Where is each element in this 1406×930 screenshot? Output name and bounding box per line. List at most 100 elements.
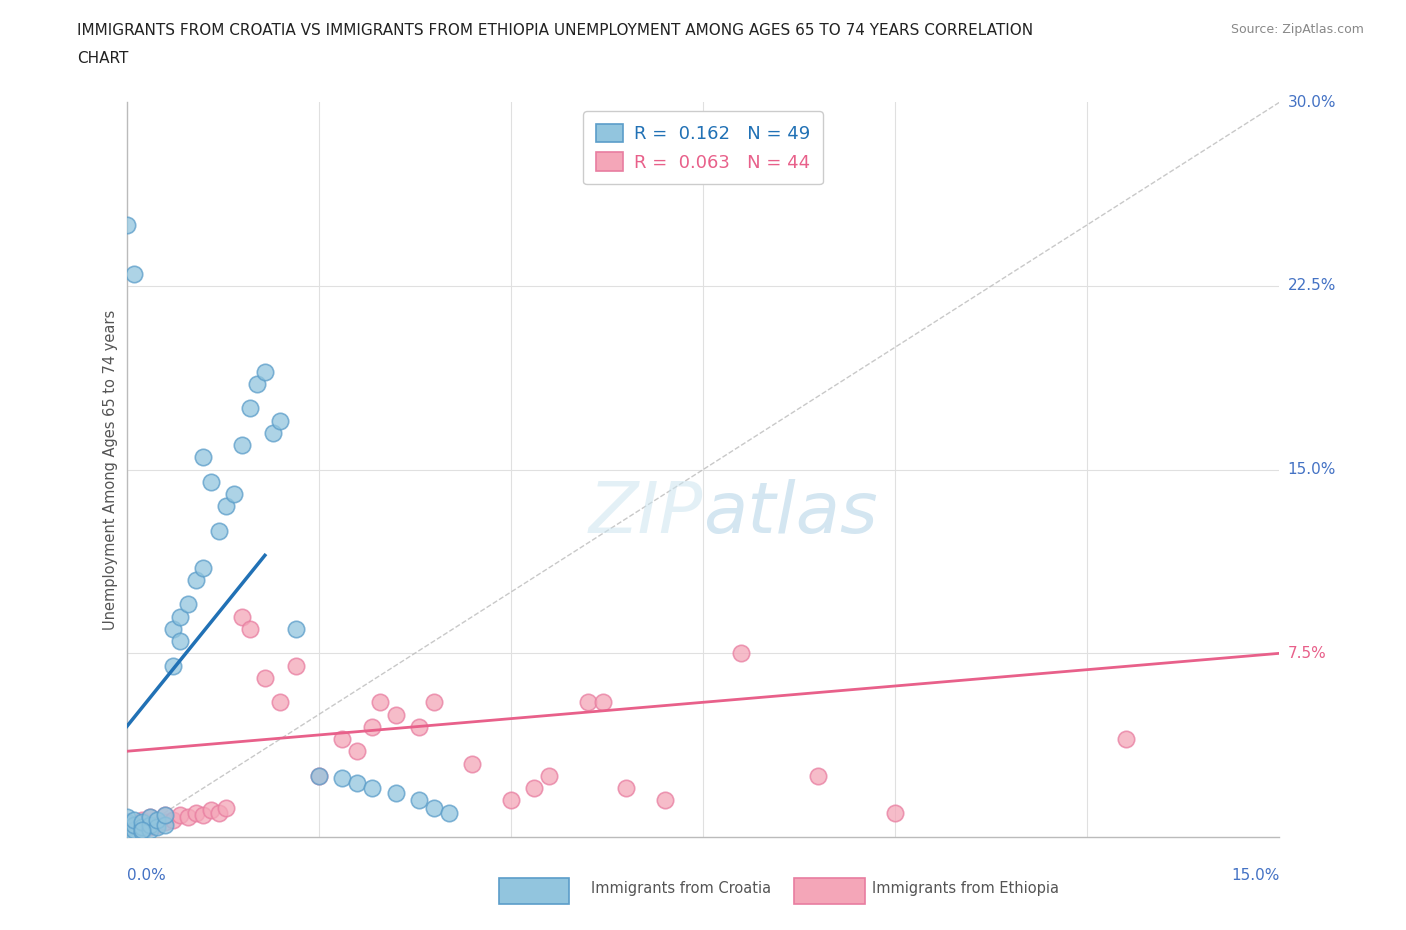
Point — [153, 815, 176, 830]
Point — [153, 807, 176, 822]
Point — [115, 825, 138, 840]
Point — [115, 815, 138, 830]
Point — [330, 732, 353, 747]
Point — [538, 768, 561, 783]
Text: atlas: atlas — [703, 479, 877, 548]
Point — [408, 792, 430, 807]
Point — [423, 800, 446, 815]
Point — [523, 780, 546, 795]
Point — [330, 771, 353, 786]
Point — [169, 633, 191, 648]
Point — [131, 822, 153, 837]
Point — [122, 266, 145, 281]
Text: ZIP: ZIP — [589, 479, 703, 548]
Point — [115, 815, 138, 830]
Point — [308, 768, 330, 783]
Point — [253, 671, 276, 685]
Point — [184, 805, 207, 820]
Point — [131, 822, 153, 837]
Point — [308, 768, 330, 783]
Point — [115, 810, 138, 825]
Text: 22.5%: 22.5% — [1288, 278, 1336, 294]
Point — [122, 813, 145, 828]
Point — [361, 720, 384, 735]
Point — [208, 524, 231, 538]
Point — [122, 827, 145, 842]
Text: 0.0%: 0.0% — [127, 868, 166, 883]
Point — [177, 597, 200, 612]
Point — [238, 621, 260, 636]
Point — [246, 377, 269, 392]
Point — [115, 830, 138, 844]
Point — [146, 817, 169, 832]
Point — [122, 817, 145, 832]
Point — [654, 792, 676, 807]
Point — [346, 744, 368, 759]
Text: Immigrants from Ethiopia: Immigrants from Ethiopia — [872, 881, 1059, 896]
Point — [592, 695, 614, 710]
Point — [499, 792, 522, 807]
Point — [146, 819, 169, 834]
Point — [138, 822, 160, 837]
Text: 30.0%: 30.0% — [1288, 95, 1336, 110]
Point — [122, 822, 145, 837]
Legend: R =  0.162   N = 49, R =  0.063   N = 44: R = 0.162 N = 49, R = 0.063 N = 44 — [583, 112, 823, 184]
Point — [200, 803, 222, 817]
Point — [193, 450, 215, 465]
Point — [169, 807, 191, 822]
Point — [215, 800, 238, 815]
Text: 15.0%: 15.0% — [1288, 462, 1336, 477]
Point — [115, 218, 138, 232]
Point — [131, 813, 153, 828]
Point — [131, 819, 153, 834]
Text: Source: ZipAtlas.com: Source: ZipAtlas.com — [1230, 23, 1364, 36]
Point — [162, 813, 184, 828]
Point — [269, 413, 291, 428]
Point — [576, 695, 599, 710]
Point — [807, 768, 830, 783]
Point — [138, 817, 160, 832]
Point — [439, 805, 461, 820]
Point — [262, 426, 284, 441]
Point — [146, 813, 169, 828]
Text: Immigrants from Croatia: Immigrants from Croatia — [591, 881, 770, 896]
Point — [208, 805, 231, 820]
Point — [184, 573, 207, 588]
Point — [177, 810, 200, 825]
Point — [138, 810, 160, 825]
Point — [200, 474, 222, 489]
Point — [138, 810, 160, 825]
Point — [162, 621, 184, 636]
Point — [284, 621, 307, 636]
Text: IMMIGRANTS FROM CROATIA VS IMMIGRANTS FROM ETHIOPIA UNEMPLOYMENT AMONG AGES 65 T: IMMIGRANTS FROM CROATIA VS IMMIGRANTS FR… — [77, 23, 1033, 38]
Point — [122, 817, 145, 832]
Point — [346, 776, 368, 790]
Point — [131, 825, 153, 840]
Point — [122, 825, 145, 840]
Point — [193, 560, 215, 575]
Point — [614, 780, 637, 795]
Point — [238, 401, 260, 416]
Point — [115, 819, 138, 834]
Text: 7.5%: 7.5% — [1288, 645, 1326, 661]
Point — [408, 720, 430, 735]
Point — [153, 807, 176, 822]
Point — [284, 658, 307, 673]
Point — [253, 365, 276, 379]
Text: CHART: CHART — [77, 51, 129, 66]
Text: 15.0%: 15.0% — [1232, 868, 1279, 883]
Point — [153, 817, 176, 832]
Point — [169, 609, 191, 624]
Point — [231, 609, 253, 624]
Point — [361, 780, 384, 795]
Point — [384, 786, 406, 801]
Point — [231, 438, 253, 453]
Point — [368, 695, 391, 710]
Point — [215, 498, 238, 513]
Y-axis label: Unemployment Among Ages 65 to 74 years: Unemployment Among Ages 65 to 74 years — [103, 310, 118, 630]
Point — [269, 695, 291, 710]
Point — [115, 822, 138, 837]
Point — [138, 819, 160, 834]
Point — [884, 805, 907, 820]
Point — [1115, 732, 1137, 747]
